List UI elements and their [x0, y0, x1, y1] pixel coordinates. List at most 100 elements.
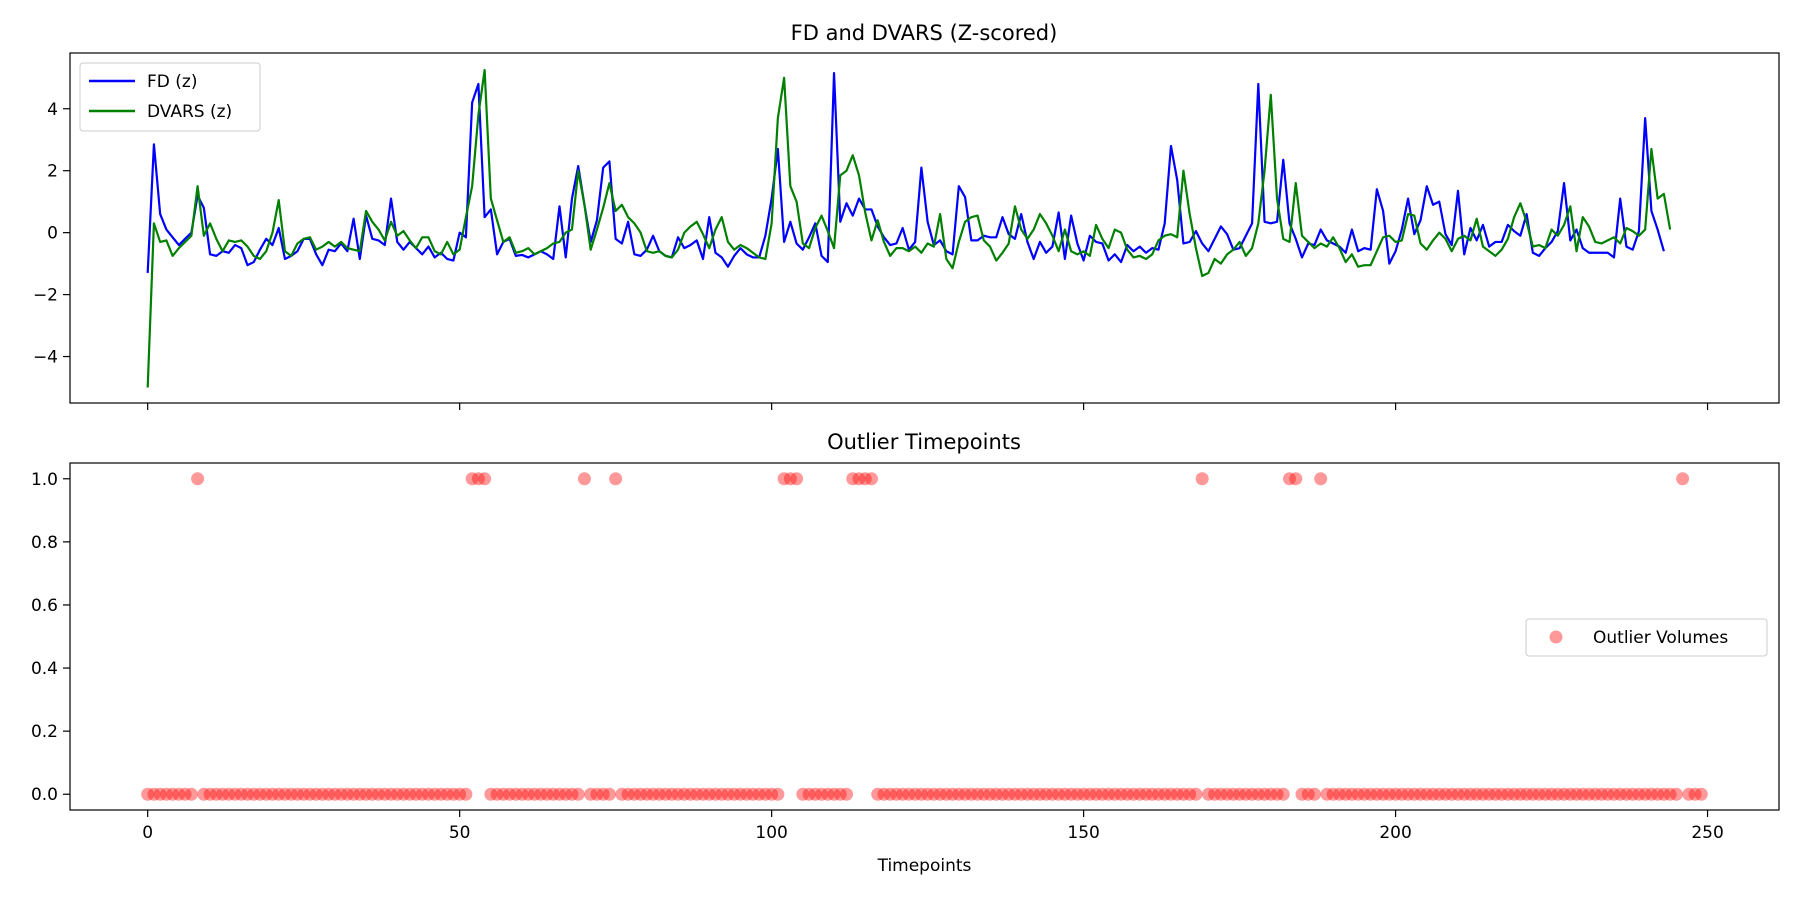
inlier-point [1345, 787, 1359, 801]
inlier-point [1482, 787, 1496, 801]
inlier-point [1669, 787, 1683, 801]
inlier-point [216, 787, 230, 801]
outlier-point [191, 472, 205, 486]
inlier-point [147, 787, 161, 801]
inlier-point [1295, 787, 1309, 801]
inlier-point [1002, 787, 1016, 801]
inlier-point [1339, 787, 1353, 801]
inlier-point [796, 787, 810, 801]
inlier-point [1538, 787, 1552, 801]
inlier-point [1432, 787, 1446, 801]
inlier-point [1389, 787, 1403, 801]
legend-outlier-marker [1549, 630, 1563, 644]
inlier-point [415, 787, 429, 801]
inlier-point [1551, 787, 1565, 801]
inlier-point [440, 787, 454, 801]
inlier-point [197, 787, 211, 801]
inlier-point [896, 787, 910, 801]
inlier-point [503, 787, 517, 801]
inlier-point [1020, 787, 1034, 801]
inlier-point [733, 787, 747, 801]
outlier-point [777, 472, 791, 486]
inlier-point [1064, 787, 1078, 801]
outlier-points-group [141, 472, 1708, 801]
inlier-point [939, 787, 953, 801]
inlier-point [453, 787, 467, 801]
inlier-point [702, 787, 716, 801]
inlier-point [534, 787, 548, 801]
inlier-point [1114, 787, 1128, 801]
inlier-point [1520, 787, 1534, 801]
inlier-point [552, 787, 566, 801]
inlier-point [278, 787, 292, 801]
inlier-point [1501, 787, 1515, 801]
inlier-point [1370, 787, 1384, 801]
inlier-point [1251, 787, 1265, 801]
inlier-point [1245, 787, 1259, 801]
inlier-point [528, 787, 542, 801]
inlier-point [228, 787, 242, 801]
inlier-point [1414, 787, 1428, 801]
inlier-point [1039, 787, 1053, 801]
inlier-point [1133, 787, 1147, 801]
inlier-point [1576, 787, 1590, 801]
inlier-point [995, 787, 1009, 801]
inlier-point [758, 787, 772, 801]
inlier-point [247, 787, 261, 801]
outlier-point [478, 472, 492, 486]
bottom-x-tick-label: 250 [1691, 823, 1723, 843]
inlier-point [1320, 787, 1334, 801]
inlier-point [1588, 787, 1602, 801]
inlier-point [665, 787, 679, 801]
inlier-point [808, 787, 822, 801]
outlier-panel: Outlier Timepoints 0.0 0.2 0.4 0.6 0.8 1.0 0 5… [31, 430, 1780, 876]
inlier-point [946, 787, 960, 801]
outlier-point [864, 472, 878, 486]
inlier-point [602, 787, 616, 801]
inlier-point [365, 787, 379, 801]
inlier-point [1651, 787, 1665, 801]
inlier-point [627, 787, 641, 801]
outlier-point [609, 472, 623, 486]
inlier-point [977, 787, 991, 801]
inlier-point [509, 787, 523, 801]
inlier-point [1401, 787, 1415, 801]
inlier-point [1582, 787, 1596, 801]
inlier-point [409, 787, 423, 801]
inlier-point [1332, 787, 1346, 801]
inlier-point [1151, 787, 1165, 801]
inlier-point [1570, 787, 1584, 801]
inlier-point [571, 787, 585, 801]
inlier-point [1613, 787, 1627, 801]
bottom-y-tick-label: 1.0 [31, 470, 58, 490]
inlier-point [1027, 787, 1041, 801]
inlier-point [328, 787, 342, 801]
bottom-x-tick-label: 0 [142, 823, 153, 843]
inlier-point [515, 787, 529, 801]
outlier-point [1195, 472, 1209, 486]
inlier-point [1183, 787, 1197, 801]
inlier-point [659, 787, 673, 801]
inlier-point [203, 787, 217, 801]
inlier-point [153, 787, 167, 801]
inlier-point [559, 787, 573, 801]
bottom-plot-frame [69, 462, 1780, 811]
inlier-point [1513, 787, 1527, 801]
inlier-point [908, 787, 922, 801]
inlier-point [621, 787, 635, 801]
bottom-y-tick-label: 0.4 [31, 659, 58, 679]
inlier-point [1120, 787, 1134, 801]
inlier-point [1463, 787, 1477, 801]
inlier-point [209, 787, 223, 801]
inlier-point [1395, 787, 1409, 801]
inlier-point [322, 787, 336, 801]
top-y-tick-label: 0 [47, 224, 58, 244]
inlier-point [1451, 787, 1465, 801]
inlier-point [927, 787, 941, 801]
outlier-point [1289, 472, 1303, 486]
outlier-point [465, 472, 479, 486]
inlier-point [1276, 787, 1290, 801]
inlier-point [428, 787, 442, 801]
inlier-point [540, 787, 554, 801]
inlier-point [1376, 787, 1390, 801]
